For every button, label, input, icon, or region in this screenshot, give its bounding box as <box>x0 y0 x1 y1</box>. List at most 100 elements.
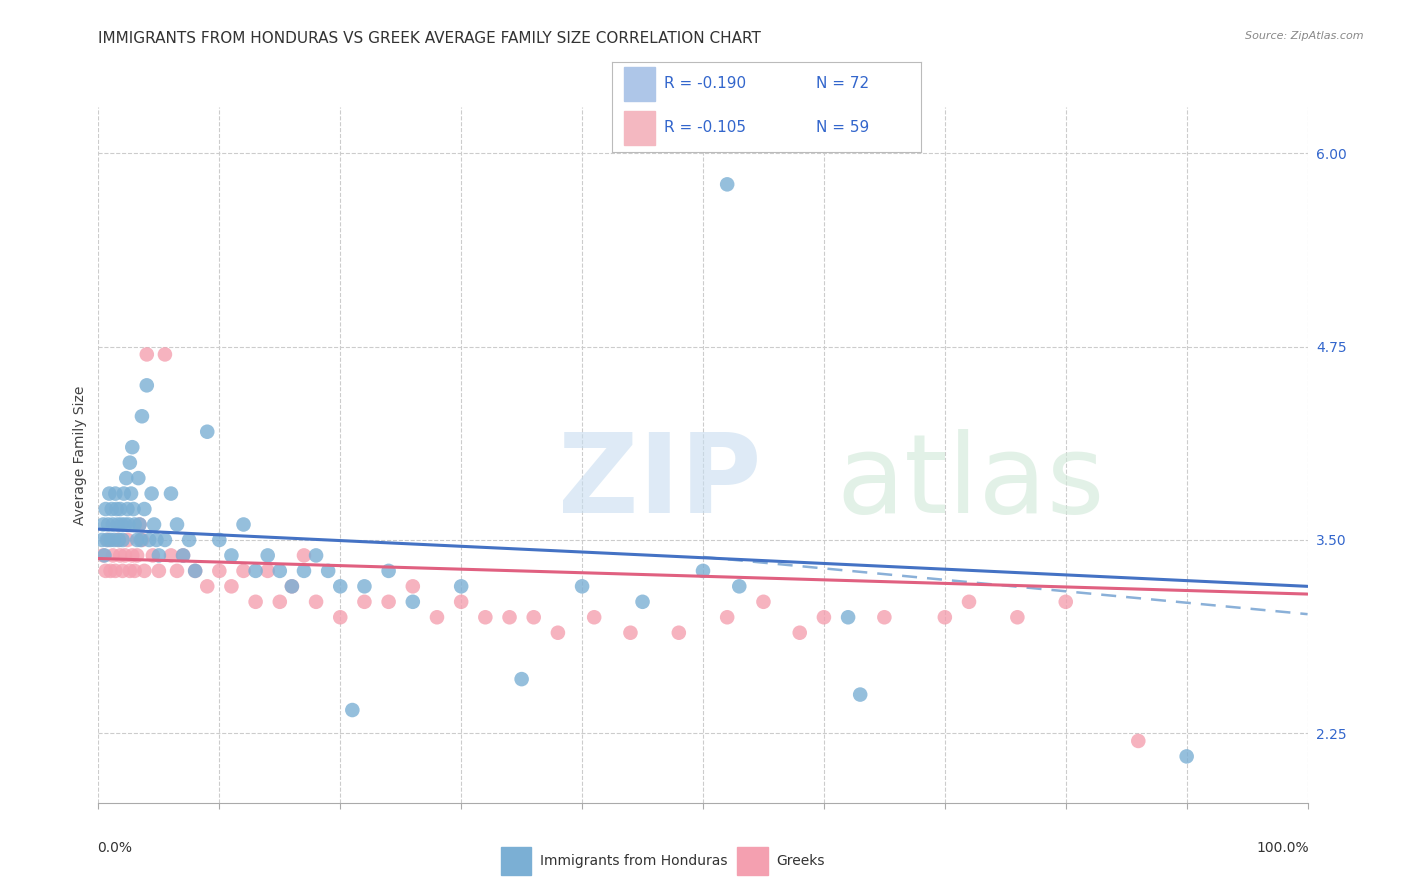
Point <box>849 688 872 702</box>
Bar <box>624 67 655 101</box>
Point <box>107 517 129 532</box>
Point <box>716 610 738 624</box>
Point <box>91 533 114 547</box>
Point <box>112 486 135 500</box>
Point <box>148 549 170 563</box>
Point <box>292 564 315 578</box>
Text: R = -0.190: R = -0.190 <box>664 77 747 91</box>
Point <box>166 564 188 578</box>
Point <box>128 517 150 532</box>
Point <box>1007 610 1029 624</box>
Point <box>104 486 127 500</box>
Point <box>813 610 835 624</box>
Point <box>100 564 122 578</box>
Point <box>118 564 141 578</box>
Point <box>329 610 352 624</box>
Bar <box>737 847 768 875</box>
Point <box>121 440 143 454</box>
Point <box>184 564 207 578</box>
Text: atlas: atlas <box>837 429 1105 536</box>
Point <box>108 549 131 563</box>
Point <box>353 595 375 609</box>
Point <box>450 595 472 609</box>
Point <box>692 564 714 578</box>
Point <box>789 625 811 640</box>
Point <box>143 517 166 532</box>
Point <box>131 409 153 424</box>
Point <box>108 533 131 547</box>
Text: ZIP: ZIP <box>558 429 761 536</box>
Point <box>523 610 546 624</box>
Point <box>172 549 194 563</box>
Point <box>127 471 149 485</box>
Point <box>281 579 304 593</box>
Point <box>583 610 606 624</box>
Point <box>716 178 738 192</box>
Point <box>91 517 114 532</box>
Point <box>101 517 124 532</box>
Point <box>571 579 593 593</box>
Point <box>172 549 194 563</box>
Point <box>120 486 142 500</box>
Point <box>195 579 218 593</box>
Point <box>104 564 127 578</box>
Point <box>377 564 399 578</box>
Point <box>153 533 176 547</box>
Point <box>122 502 145 516</box>
Text: Source: ZipAtlas.com: Source: ZipAtlas.com <box>1246 31 1364 41</box>
Point <box>221 579 243 593</box>
Bar <box>624 111 655 145</box>
Point <box>1054 595 1077 609</box>
Point <box>111 533 134 547</box>
Point <box>134 502 156 516</box>
Point <box>256 564 278 578</box>
Point <box>281 579 304 593</box>
Point <box>153 347 176 361</box>
Point <box>619 625 641 640</box>
Point <box>145 533 167 547</box>
Point <box>117 533 139 547</box>
Point <box>148 564 170 578</box>
Text: N = 59: N = 59 <box>815 120 869 135</box>
Point <box>103 533 125 547</box>
Point <box>124 517 146 532</box>
Point <box>232 564 254 578</box>
Point <box>115 471 138 485</box>
Point <box>342 703 364 717</box>
Point <box>402 579 425 593</box>
Point <box>256 549 278 563</box>
Point <box>329 579 352 593</box>
Text: N = 72: N = 72 <box>815 77 869 91</box>
Point <box>118 456 141 470</box>
Point <box>752 595 775 609</box>
Point <box>232 517 254 532</box>
Point <box>114 517 136 532</box>
Point <box>135 378 157 392</box>
Point <box>135 347 157 361</box>
Point <box>269 564 291 578</box>
Point <box>177 533 201 547</box>
Point <box>837 610 859 624</box>
Point <box>121 549 143 563</box>
Point <box>195 425 218 439</box>
Point <box>305 595 328 609</box>
Text: 0.0%: 0.0% <box>97 841 132 855</box>
Point <box>91 549 114 563</box>
Point <box>873 610 896 624</box>
Point <box>107 533 129 547</box>
Point <box>450 579 472 593</box>
Point <box>631 595 654 609</box>
Bar <box>501 847 531 875</box>
Text: IMMIGRANTS FROM HONDURAS VS GREEK AVERAGE FAMILY SIZE CORRELATION CHART: IMMIGRANTS FROM HONDURAS VS GREEK AVERAG… <box>98 31 761 46</box>
Point <box>353 579 375 593</box>
Point <box>98 486 121 500</box>
Point <box>93 549 115 563</box>
Point <box>94 564 117 578</box>
Text: 100.0%: 100.0% <box>1256 841 1309 855</box>
Point <box>305 549 328 563</box>
Point <box>1128 734 1150 748</box>
Point <box>142 549 165 563</box>
Point <box>160 486 183 500</box>
Point <box>114 549 136 563</box>
Point <box>97 517 120 532</box>
